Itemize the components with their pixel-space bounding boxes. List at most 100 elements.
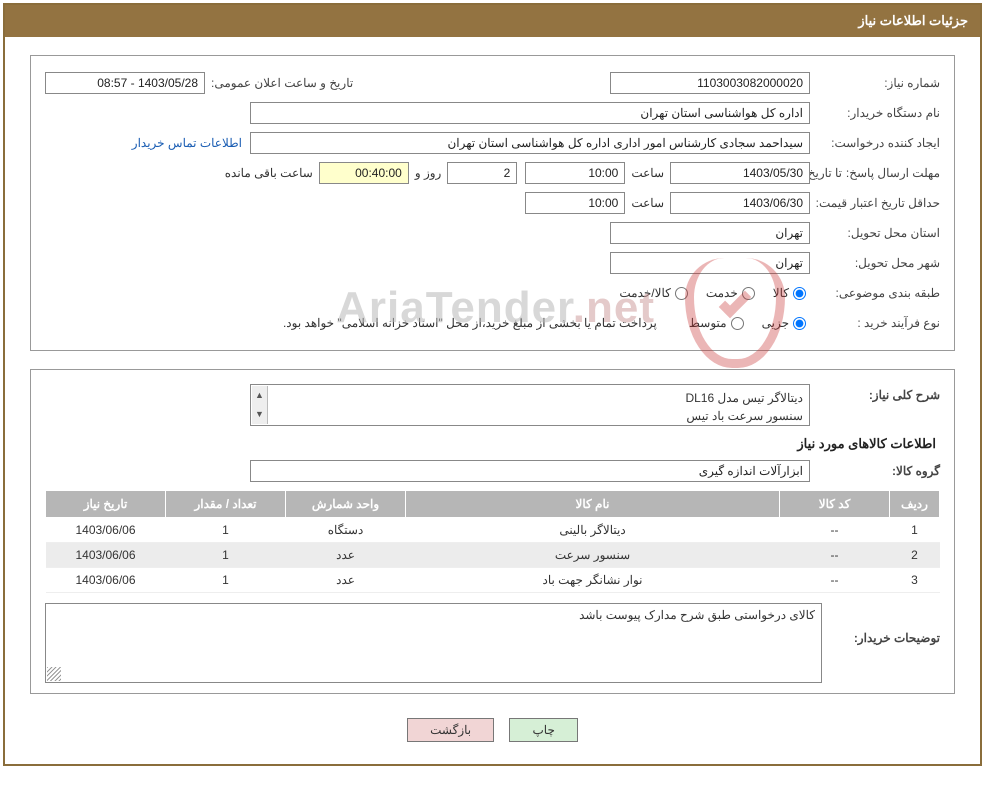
- field-requester: سیداحمد سجادی کارشناس امور اداری اداره ک…: [250, 132, 810, 154]
- th-code: کد کالا: [780, 491, 890, 518]
- field-price-valid-date: 1403/06/30: [670, 192, 810, 214]
- cell-qty: 1: [166, 518, 286, 543]
- radio-goods-label: کالا: [773, 286, 789, 300]
- field-province: تهران: [610, 222, 810, 244]
- th-unit: واحد شمارش: [286, 491, 406, 518]
- cell-unit: دستگاه: [286, 518, 406, 543]
- label-price-valid: حداقل تاریخ اعتبار قیمت:: [810, 196, 940, 210]
- row-purchase-type: نوع فرآیند خرید : جزیی متوسط پرداخت تمام…: [45, 310, 940, 336]
- th-qty: تعداد / مقدار: [166, 491, 286, 518]
- back-button[interactable]: بازگشت: [407, 718, 494, 742]
- cell-unit: عدد: [286, 543, 406, 568]
- buyer-notes-textarea[interactable]: کالای درخواستی طبق شرح مدارک پیوست باشد: [45, 603, 822, 683]
- goods-box: شرح کلی نیاز: دیتالاگر تیس مدل DL16 سنسو…: [30, 369, 955, 694]
- field-need-no: 1103003082000020: [610, 72, 810, 94]
- label-buyer-org: نام دستگاه خریدار:: [810, 106, 940, 120]
- row-province: استان محل تحویل: تهران: [45, 220, 940, 246]
- label-reply-deadline: مهلت ارسال پاسخ:: [842, 166, 940, 180]
- table-body: 1 -- دیتالاگر بالینی دستگاه 1 1403/06/06…: [46, 518, 940, 593]
- textarea-scroll: ▲ ▼: [252, 386, 268, 424]
- label-hours-left: ساعت باقی مانده: [219, 166, 319, 180]
- radio-goods-service-label: کالا/خدمت: [619, 286, 670, 300]
- payment-note: پرداخت تمام یا بخشی از مبلغ خرید،از محل …: [283, 316, 675, 330]
- field-buyer-org: اداره کل هواشناسی استان تهران: [250, 102, 810, 124]
- details-box: شماره نیاز: 1103003082000020 تاریخ و ساع…: [30, 55, 955, 351]
- cell-date: 1403/06/06: [46, 543, 166, 568]
- table-row: 3 -- نوار نشانگر جهت باد عدد 1 1403/06/0…: [46, 568, 940, 593]
- th-date: تاریخ نیاز: [46, 491, 166, 518]
- field-goods-group: ابزارآلات اندازه گیری: [250, 460, 810, 482]
- label-city: شهر محل تحویل:: [810, 256, 940, 270]
- row-subject-class: طبقه بندی موضوعی: کالا خدمت کالا/خدمت: [45, 280, 940, 306]
- general-desc-line2: سنسور سرعت باد تیس: [686, 409, 803, 423]
- cell-date: 1403/06/06: [46, 518, 166, 543]
- row-buyer-org: نام دستگاه خریدار: اداره کل هواشناسی است…: [45, 100, 940, 126]
- buttons-row: چاپ بازگشت: [5, 704, 980, 764]
- row-buyer-notes: توضیحات خریدار: کالای درخواستی طبق شرح م…: [45, 603, 940, 683]
- general-desc-textarea[interactable]: دیتالاگر تیس مدل DL16 سنسور سرعت باد تیس…: [250, 384, 810, 426]
- row-price-valid: حداقل تاریخ اعتبار قیمت: تا تاریخ: 1403/…: [45, 190, 940, 216]
- label-requester: ایجاد کننده درخواست:: [810, 136, 940, 150]
- radio-medium[interactable]: [731, 317, 744, 330]
- page-title-bar: جزئیات اطلاعات نیاز: [5, 5, 980, 37]
- cell-qty: 1: [166, 568, 286, 593]
- radio-goods[interactable]: [793, 287, 806, 300]
- goods-info-title: اطلاعات کالاهای مورد نیاز: [45, 436, 936, 452]
- cell-code: --: [780, 543, 890, 568]
- label-announce-dt: تاریخ و ساعت اعلان عمومی:: [205, 76, 353, 90]
- field-announce-dt: 1403/05/28 - 08:57: [45, 72, 205, 94]
- print-button[interactable]: چاپ: [509, 718, 577, 742]
- goods-table: ردیف کد کالا نام کالا واحد شمارش تعداد /…: [45, 490, 940, 593]
- label-subject-class: طبقه بندی موضوعی:: [810, 286, 940, 300]
- cell-name: دیتالاگر بالینی: [406, 518, 780, 543]
- cell-row: 1: [890, 518, 940, 543]
- page-title: جزئیات اطلاعات نیاز: [858, 13, 968, 28]
- cell-date: 1403/06/06: [46, 568, 166, 593]
- row-reply-deadline: مهلت ارسال پاسخ: تا تاریخ: 1403/05/30 سا…: [45, 160, 940, 186]
- field-price-valid-time: 10:00: [525, 192, 625, 214]
- radio-goods-service[interactable]: [675, 287, 688, 300]
- label-need-no: شماره نیاز:: [810, 76, 940, 90]
- row-goods-group: گروه کالا: ابزارآلات اندازه گیری: [45, 458, 940, 484]
- field-days: 2: [447, 162, 517, 184]
- table-header-row: ردیف کد کالا نام کالا واحد شمارش تعداد /…: [46, 491, 940, 518]
- label-goods-group: گروه کالا:: [810, 464, 940, 478]
- label-purchase-type: نوع فرآیند خرید :: [810, 316, 940, 330]
- cell-qty: 1: [166, 543, 286, 568]
- scroll-down-icon[interactable]: ▼: [252, 405, 267, 424]
- cell-code: --: [780, 518, 890, 543]
- label-province: استان محل تحویل:: [810, 226, 940, 240]
- label-days-and: روز و: [409, 166, 448, 180]
- cell-name: نوار نشانگر جهت باد: [406, 568, 780, 593]
- main-container: جزئیات اطلاعات نیاز شماره نیاز: 11030030…: [3, 3, 982, 766]
- th-name: نام کالا: [406, 491, 780, 518]
- row-general-desc: شرح کلی نیاز: دیتالاگر تیس مدل DL16 سنسو…: [45, 384, 940, 426]
- resize-handle-icon[interactable]: [47, 667, 61, 681]
- radio-partial-label: جزیی: [762, 316, 789, 330]
- radio-service-label: خدمت: [706, 286, 738, 300]
- cell-row: 3: [890, 568, 940, 593]
- cell-name: سنسور سرعت: [406, 543, 780, 568]
- row-city: شهر محل تحویل: تهران: [45, 250, 940, 276]
- label-until-1: تا تاریخ:: [810, 166, 842, 180]
- th-row: ردیف: [890, 491, 940, 518]
- row-need-no: شماره نیاز: 1103003082000020 تاریخ و ساع…: [45, 70, 940, 96]
- label-hour-1: ساعت: [625, 166, 670, 180]
- general-desc-line1: دیتالاگر تیس مدل DL16: [685, 391, 803, 405]
- radio-medium-label: متوسط: [689, 316, 727, 330]
- radio-partial[interactable]: [793, 317, 806, 330]
- label-buyer-notes: توضیحات خریدار:: [830, 603, 940, 645]
- row-requester: ایجاد کننده درخواست: سیداحمد سجادی کارشن…: [45, 130, 940, 156]
- buyer-notes-text: کالای درخواستی طبق شرح مدارک پیوست باشد: [579, 608, 815, 622]
- table-row: 1 -- دیتالاگر بالینی دستگاه 1 1403/06/06: [46, 518, 940, 543]
- field-reply-date: 1403/05/30: [670, 162, 810, 184]
- scroll-up-icon[interactable]: ▲: [252, 386, 267, 405]
- label-hour-2: ساعت: [625, 196, 670, 210]
- cell-row: 2: [890, 543, 940, 568]
- table-row: 2 -- سنسور سرعت عدد 1 1403/06/06: [46, 543, 940, 568]
- field-remaining: 00:40:00: [319, 162, 409, 184]
- cell-unit: عدد: [286, 568, 406, 593]
- cell-code: --: [780, 568, 890, 593]
- buyer-contact-link[interactable]: اطلاعات تماس خریدار: [132, 136, 250, 150]
- radio-service[interactable]: [742, 287, 755, 300]
